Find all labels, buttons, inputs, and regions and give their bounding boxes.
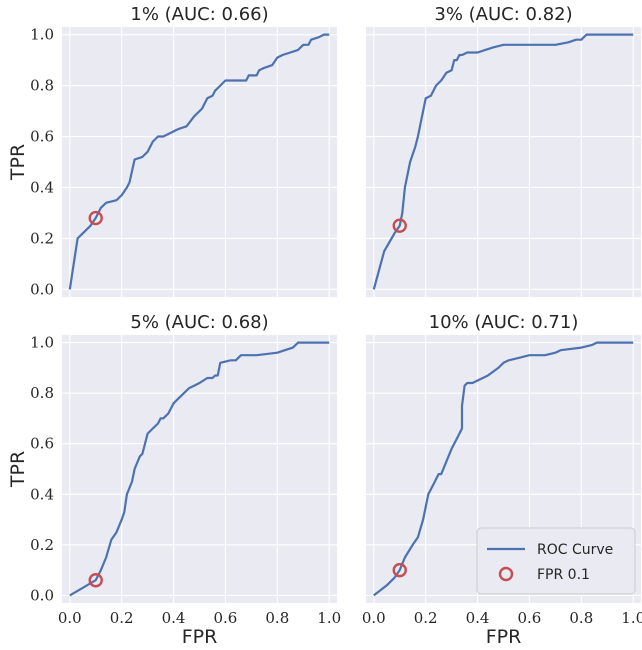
y-tick-label: 0.0 [30,586,54,604]
plot-area [62,27,337,297]
panel-title: 10% (AUC: 0.71) [429,312,579,333]
y-tick-label: 0.4 [30,485,54,503]
plot-area [366,27,641,297]
x-tick-label: 0.6 [518,609,542,627]
x-tick-label: 1.0 [317,609,341,627]
y-tick-label: 0.0 [30,280,54,298]
y-tick-label: 0.6 [30,128,54,146]
x-tick-label: 0.0 [362,609,386,627]
x-tick-label: 0.4 [466,609,490,627]
x-tick-label: 0.8 [569,609,593,627]
x-tick-label: 0.6 [214,609,238,627]
roc-curve-line [373,341,634,597]
panel-4: 0.0 0.2 0.4 0.6 0.8 1.0 FPR 10% (AUC: 0.71) ROC … [362,312,642,648]
x-axis-label: FPR [182,626,218,648]
fpr-marker [392,218,407,233]
panel-1: 0.0 0.2 0.4 0.6 0.8 1.0 TPR 1% (AUC: 0.66) [7,4,337,298]
fpr-marker [392,562,407,578]
y-axis-label: TPR [7,451,29,488]
roc-curve-line [69,341,330,597]
x-tick-label: 0.2 [110,609,134,627]
panel-title: 1% (AUC: 0.66) [130,4,268,25]
fpr-marker [88,573,103,588]
y-tick-label: 0.6 [30,435,54,453]
legend: ROC Curve FPR 0.1 [476,527,636,595]
panel-title: 5% (AUC: 0.68) [130,312,268,333]
legend-label-roc: ROC Curve [537,542,613,558]
x-tick-label: 0.8 [265,609,289,627]
panel-3: 0.0 0.2 0.4 0.6 0.8 1.0 TPR 0.0 0.2 0.4 0.6 0.8 1.0 F… [7,312,341,648]
panel-title: 3% (AUC: 0.82) [434,4,572,25]
y-tick-label: 1.0 [30,26,54,44]
y-tick-label: 0.2 [30,536,54,554]
x-tick-label: 1.0 [621,609,642,627]
x-tick-label: 0.0 [58,609,82,627]
y-tick-label: 0.4 [30,178,54,196]
roc-curve-line [372,33,634,290]
y-tick-label: 0.2 [30,229,54,247]
fpr-marker [88,210,103,226]
roc-curve-line [68,33,330,290]
y-tick-label: 0.8 [30,77,54,95]
x-tick-label: 0.4 [162,609,186,627]
x-tick-label: 0.2 [414,609,438,627]
legend-label-fpr: FPR 0.1 [537,567,590,583]
y-axis-label: TPR [7,144,29,181]
x-axis-label: FPR [486,626,522,648]
y-tick-label: 1.0 [30,334,54,352]
y-tick-label: 0.8 [30,384,54,402]
legend-box [476,527,636,595]
panel-2: 3% (AUC: 0.82) [366,4,641,297]
legend-marker-swatch [498,566,514,582]
plot-area [62,335,337,603]
